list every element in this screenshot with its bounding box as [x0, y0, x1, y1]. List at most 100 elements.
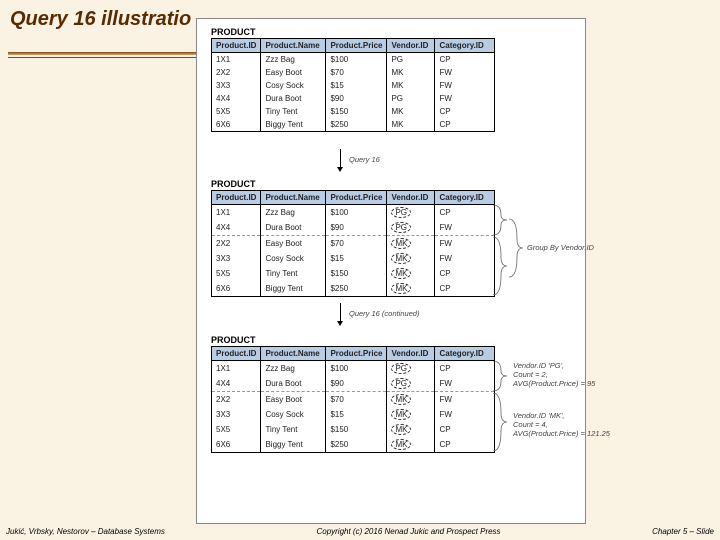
- col-header: Product.Price: [326, 347, 387, 361]
- col-header: Product.Price: [326, 39, 387, 53]
- table-cell: CP: [435, 437, 495, 453]
- table1: Product.IDProduct.NameProduct.PriceVendo…: [211, 38, 495, 132]
- table-row: 5X5Tiny Tent$150MKCP: [212, 105, 495, 118]
- table-cell: Cosy Sock: [261, 79, 326, 92]
- table-cell: $15: [326, 407, 387, 422]
- footer-center: Copyright (c) 2016 Nenad Jukic and Prosp…: [316, 527, 500, 536]
- annot1-line1: Vendor.ID 'PG',: [513, 361, 595, 370]
- table-cell: $250: [326, 281, 387, 297]
- table-cell: MK: [387, 66, 435, 79]
- table-cell: PG: [387, 92, 435, 105]
- table-cell: $90: [326, 92, 387, 105]
- table-cell: FW: [435, 251, 495, 266]
- table-row: 5X5Tiny Tent$150MKCP: [212, 422, 495, 437]
- table-cell: MK: [387, 437, 435, 453]
- table-cell: 4X4: [212, 220, 261, 236]
- col-header: Product.Name: [261, 347, 326, 361]
- brace-t3-top: [493, 361, 511, 391]
- table-cell: CP: [435, 281, 495, 297]
- footer-left: Jukić, Vrbsky, Nestorov – Database Syste…: [6, 527, 165, 536]
- col-header: Category.ID: [435, 191, 495, 205]
- arrow2: [337, 303, 343, 326]
- table-cell: Tiny Tent: [261, 422, 326, 437]
- table-cell: Easy Boot: [261, 66, 326, 79]
- table-cell: 6X6: [212, 437, 261, 453]
- table-cell: MK: [387, 251, 435, 266]
- table-cell: 5X5: [212, 105, 261, 118]
- table-cell: 2X2: [212, 392, 261, 408]
- table1-block: PRODUCT Product.IDProduct.NameProduct.Pr…: [211, 27, 495, 132]
- table-cell: PG: [387, 53, 435, 67]
- table-cell: Dura Boot: [261, 220, 326, 236]
- table-cell: $100: [326, 53, 387, 67]
- table2-block: PRODUCT Product.IDProduct.NameProduct.Pr…: [211, 179, 495, 297]
- annot1-line3: AVG(Product.Price) = 95: [513, 379, 595, 388]
- table-cell: Easy Boot: [261, 392, 326, 408]
- table-cell: PG: [387, 376, 435, 392]
- group-by-label: Group By Vendor.ID: [527, 243, 594, 252]
- annot2-line2: Count = 4,: [513, 420, 610, 429]
- table-cell: MK: [387, 281, 435, 297]
- table-cell: Biggy Tent: [261, 437, 326, 453]
- table-row: 1X1Zzz Bag$100PGCP: [212, 361, 495, 377]
- footer: Jukić, Vrbsky, Nestorov – Database Syste…: [6, 527, 714, 536]
- table-cell: Tiny Tent: [261, 105, 326, 118]
- table-cell: 2X2: [212, 66, 261, 79]
- table-row: 3X3Cosy Sock$15MKFW: [212, 407, 495, 422]
- table2-title: PRODUCT: [211, 179, 495, 189]
- footer-right: Chapter 5 – Slide: [652, 527, 714, 536]
- table-cell: $70: [326, 66, 387, 79]
- table-cell: 5X5: [212, 266, 261, 281]
- table-row: 1X1Zzz Bag$100PGCP: [212, 205, 495, 221]
- col-header: Product.ID: [212, 191, 261, 205]
- table-row: 4X4Dura Boot$90PGFW: [212, 376, 495, 392]
- table-cell: 1X1: [212, 205, 261, 221]
- table-cell: CP: [435, 118, 495, 132]
- table-cell: Dura Boot: [261, 92, 326, 105]
- col-header: Product.ID: [212, 347, 261, 361]
- table-cell: Dura Boot: [261, 376, 326, 392]
- table2: Product.IDProduct.NameProduct.PriceVendo…: [211, 190, 495, 297]
- table-cell: Biggy Tent: [261, 281, 326, 297]
- table-cell: FW: [435, 92, 495, 105]
- table-cell: Tiny Tent: [261, 266, 326, 281]
- table-cell: $250: [326, 437, 387, 453]
- col-header: Vendor.ID: [387, 39, 435, 53]
- table-cell: PG: [387, 220, 435, 236]
- table-cell: Zzz Bag: [261, 205, 326, 221]
- table-cell: CP: [435, 422, 495, 437]
- brace-t3-bot: [493, 393, 511, 451]
- table-cell: FW: [435, 236, 495, 252]
- table-cell: FW: [435, 407, 495, 422]
- table-row: 6X6Biggy Tent$250MKCP: [212, 281, 495, 297]
- table-cell: $70: [326, 392, 387, 408]
- table-cell: MK: [387, 118, 435, 132]
- table-row: 3X3Cosy Sock$15MKFW: [212, 251, 495, 266]
- table-cell: 4X4: [212, 376, 261, 392]
- table-cell: PG: [387, 205, 435, 221]
- table-cell: $70: [326, 236, 387, 252]
- table-cell: $100: [326, 205, 387, 221]
- annot2-line3: AVG(Product.Price) = 121.25: [513, 429, 610, 438]
- table-cell: FW: [435, 220, 495, 236]
- table-row: 3X3Cosy Sock$15MKFW: [212, 79, 495, 92]
- annot1-line2: Count = 2,: [513, 370, 595, 379]
- table-cell: Biggy Tent: [261, 118, 326, 132]
- table-cell: 5X5: [212, 422, 261, 437]
- table-row: 4X4Dura Boot$90PGFW: [212, 220, 495, 236]
- annot1: Vendor.ID 'PG', Count = 2, AVG(Product.P…: [513, 361, 595, 388]
- table-cell: $15: [326, 251, 387, 266]
- table-cell: MK: [387, 266, 435, 281]
- table-cell: MK: [387, 407, 435, 422]
- table-cell: FW: [435, 66, 495, 79]
- table-cell: Easy Boot: [261, 236, 326, 252]
- col-header: Category.ID: [435, 347, 495, 361]
- table-row: 2X2Easy Boot$70MKFW: [212, 236, 495, 252]
- table-cell: 6X6: [212, 118, 261, 132]
- table-row: 4X4Dura Boot$90PGFW: [212, 92, 495, 105]
- table-row: 1X1Zzz Bag$100PGCP: [212, 53, 495, 67]
- table-row: 6X6Biggy Tent$250MKCP: [212, 437, 495, 453]
- table-cell: CP: [435, 53, 495, 67]
- brace-t2-outer: [509, 217, 525, 279]
- table-cell: $15: [326, 79, 387, 92]
